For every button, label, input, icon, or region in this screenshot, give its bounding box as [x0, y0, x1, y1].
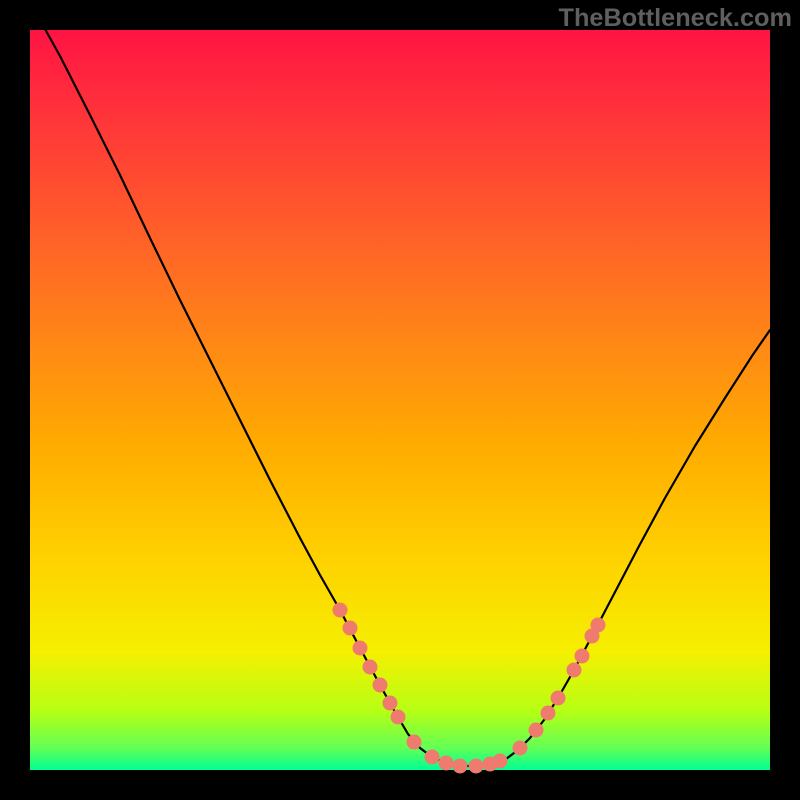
- highlight-dot: [407, 735, 422, 750]
- highlight-dot: [541, 706, 556, 721]
- highlight-dot: [425, 750, 440, 765]
- highlight-dot: [333, 603, 348, 618]
- highlight-dot: [551, 691, 566, 706]
- highlight-dot: [469, 759, 484, 774]
- highlight-dot: [575, 649, 590, 664]
- highlight-dot: [439, 756, 454, 771]
- bottleneck-curve: [30, 2, 770, 766]
- highlight-dot: [567, 663, 582, 678]
- highlight-dot: [529, 723, 544, 738]
- highlight-dot: [591, 618, 606, 633]
- curve-layer: [0, 0, 800, 800]
- highlight-dot: [391, 710, 406, 725]
- highlight-dot: [373, 678, 388, 693]
- highlight-dot: [353, 641, 368, 656]
- attribution-text: TheBottleneck.com: [559, 4, 793, 33]
- highlight-dot: [343, 621, 358, 636]
- highlight-dot: [513, 741, 528, 756]
- highlight-dot: [383, 696, 398, 711]
- highlight-dot: [363, 660, 378, 675]
- chart-container: TheBottleneck.com: [0, 0, 800, 800]
- highlight-dot: [493, 754, 508, 769]
- highlight-dot: [453, 759, 468, 774]
